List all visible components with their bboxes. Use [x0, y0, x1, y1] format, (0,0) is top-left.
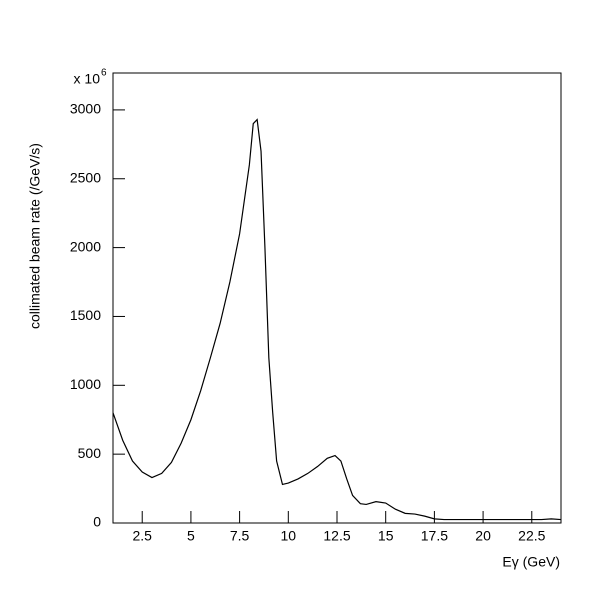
y-tick-label: 500 — [78, 445, 102, 461]
x-tick-label: 5 — [187, 528, 195, 544]
y-axis-title: collimated beam rate (/GeV/s) — [27, 143, 43, 329]
x-tick-label: 7.5 — [230, 528, 250, 544]
y-tick-label: 3000 — [70, 101, 101, 117]
x-tick-label: 2.5 — [132, 528, 152, 544]
x-tick-label: 22.5 — [518, 528, 545, 544]
x-tick-label: 10 — [281, 528, 297, 544]
x-tick-label: 12.5 — [323, 528, 350, 544]
y-scale-base: x 10 — [74, 71, 101, 87]
x-axis-title: Eγ (GeV) — [502, 554, 560, 570]
x-tick-label: 20 — [475, 528, 491, 544]
plot-frame — [112, 72, 562, 524]
y-tick-label: 2500 — [70, 169, 101, 185]
y-tick-label: 1000 — [70, 376, 101, 392]
y-scale-exponent: 6 — [101, 68, 107, 79]
x-tick-label: 15 — [378, 528, 394, 544]
data-line — [112, 118, 562, 521]
x-tick-label: 17.5 — [421, 528, 448, 544]
y-tick-label: 2000 — [70, 238, 101, 254]
y-tick-label: 1500 — [70, 307, 101, 323]
y-tick-label: 0 — [93, 514, 101, 530]
